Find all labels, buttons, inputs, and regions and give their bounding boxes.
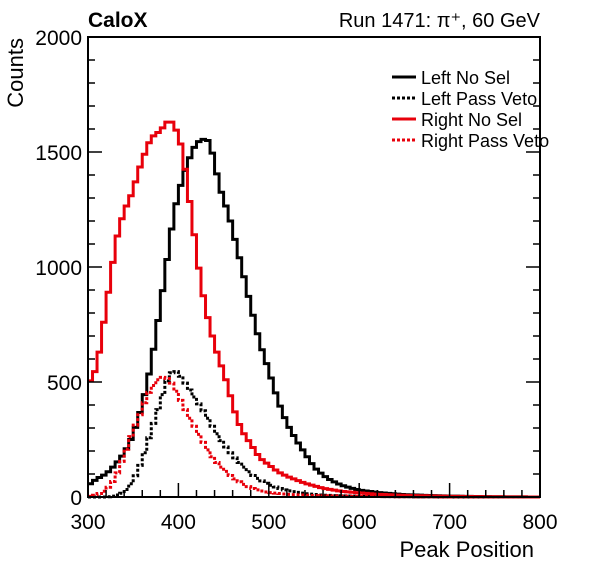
- x-tick-label: 400: [161, 511, 196, 534]
- series-left-no-sel-line: [88, 137, 540, 499]
- y-tick-label: 1500: [35, 142, 82, 165]
- x-tick-label: 600: [342, 511, 377, 534]
- x-tick-label: 500: [251, 511, 286, 534]
- series-layer: [88, 120, 540, 499]
- x-axis-label: Peak Position: [399, 537, 534, 562]
- y-axis-label: Counts: [3, 38, 28, 108]
- series-left-pass-veto-line: [88, 370, 540, 499]
- x-tick-label: 300: [70, 511, 105, 534]
- legend-label: Left No Sel: [421, 68, 510, 88]
- y-tick-label: 1000: [35, 257, 82, 280]
- y-tick-label: 0: [70, 487, 82, 510]
- run-info-label: Run 1471: π⁺, 60 GeV: [339, 10, 541, 32]
- x-tick-label: 800: [522, 511, 557, 534]
- x-tick-label: 700: [432, 511, 467, 534]
- axis-tick-labels: 300 400 500 600 700 800 0 500 1000 1500 2000: [35, 27, 557, 534]
- legend-label: Right Pass Veto: [421, 131, 549, 151]
- axis-ticks: [87, 36, 541, 498]
- y-tick-label: 500: [47, 372, 82, 395]
- legend-label: Left Pass Veto: [421, 89, 537, 109]
- y-tick-label: 2000: [35, 27, 82, 50]
- legend-label: Right No Sel: [421, 110, 522, 130]
- series-right-pass-veto-line: [88, 375, 540, 499]
- experiment-label: CaloX: [88, 9, 148, 32]
- series-right-no-sel-line: [88, 120, 540, 499]
